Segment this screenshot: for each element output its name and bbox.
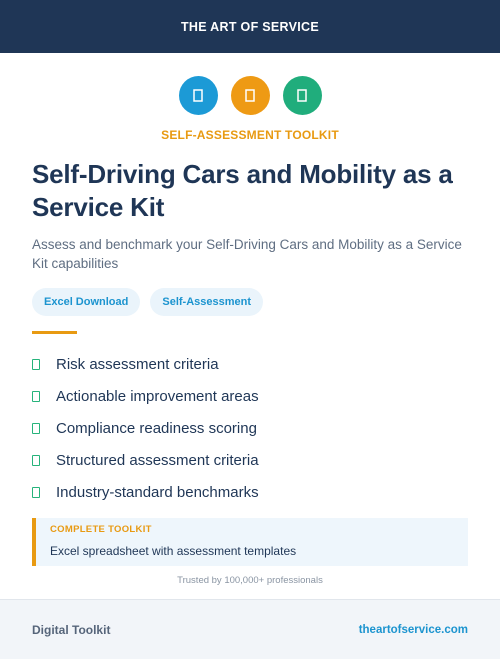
trusted-note: Trusted by 100,000+ professionals [177,575,323,586]
tag-list: Excel Download Self-Assessment [32,288,264,316]
doc-icon [245,89,255,102]
check-icon [32,390,40,402]
feature-text: Compliance readiness scoring [56,419,257,437]
feature-item: Risk assessment criteria [32,348,259,380]
footer-link[interactable]: theartofservice.com [358,623,468,636]
page-subtitle: Assess and benchmark your Self-Driving C… [32,237,462,271]
check-icon [32,422,40,434]
accent-divider [32,331,77,334]
feature-item: Compliance readiness scoring [32,412,259,444]
page-title: Self-Driving Cars and Mobility as a Serv… [32,159,453,222]
feature-item: Industry-standard benchmarks [32,476,259,508]
check-icon [32,486,40,498]
check-icon [32,454,40,466]
icon-circle-green [282,76,322,115]
footer-bar: Digital Toolkit theartofservice.com [0,599,500,659]
feature-item: Actionable improvement areas [32,380,259,412]
callout-text: Excel spreadsheet with assessment templa… [50,544,297,558]
tag-self-assessment: Self-Assessment [150,288,264,316]
check-icon [32,358,40,370]
doc-icon [297,89,307,102]
feature-list: Risk assessment criteria Actionable impr… [32,348,259,508]
callout-label: COMPLETE TOOLKIT [50,524,152,535]
icon-circle-blue [178,76,218,115]
toolkit-callout: COMPLETE TOOLKIT Excel spreadsheet with … [32,518,468,566]
brand-name: THE ART OF SERVICE [180,19,320,34]
icon-row [0,76,500,115]
feature-text: Actionable improvement areas [56,387,259,405]
feature-item: Structured assessment criteria [32,444,259,476]
header-bar: THE ART OF SERVICE [0,0,500,53]
feature-text: Industry-standard benchmarks [56,483,259,501]
feature-text: Risk assessment criteria [56,355,219,373]
doc-icon [193,89,203,102]
tag-excel-download: Excel Download [32,288,141,316]
feature-text: Structured assessment criteria [56,451,259,469]
icon-circle-orange [230,76,270,115]
footer-label: Digital Toolkit [32,622,111,637]
kicker-label: SELF-ASSESSMENT TOOLKIT [161,128,339,142]
